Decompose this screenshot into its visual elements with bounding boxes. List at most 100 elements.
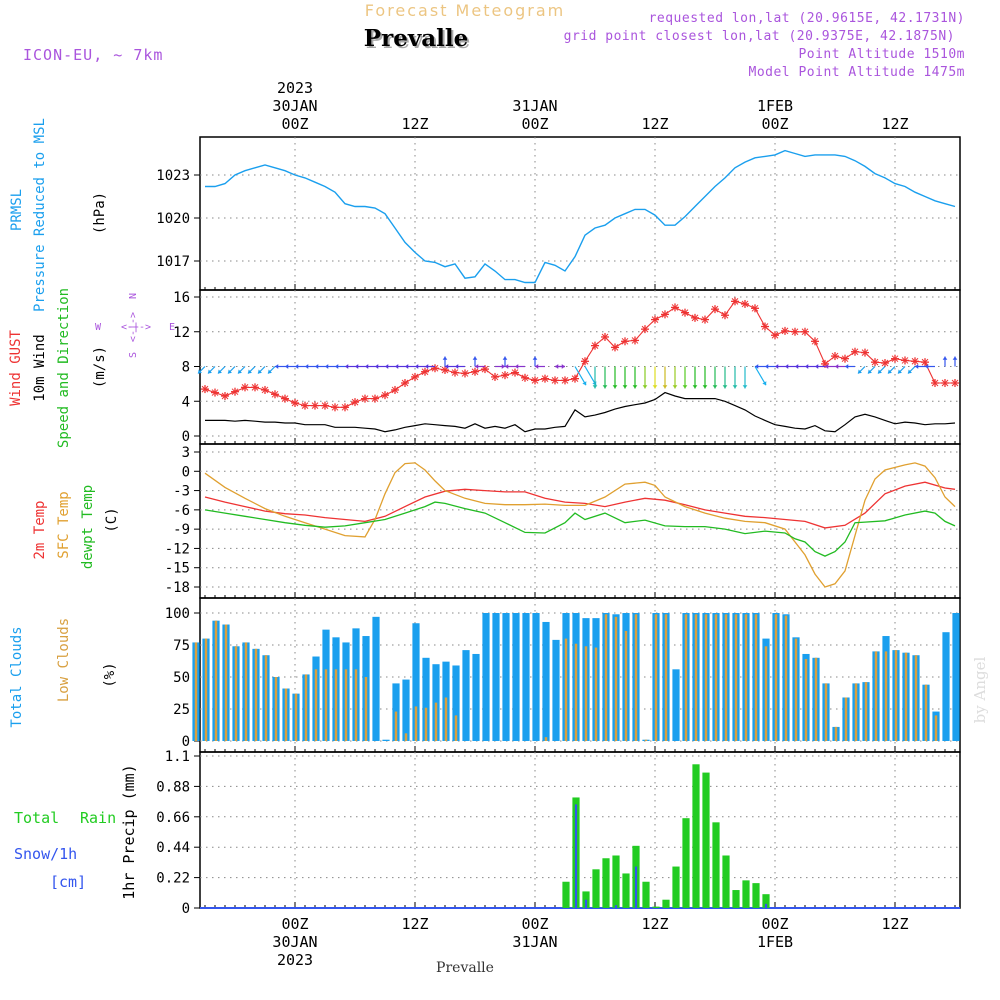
wind-arrow-head — [238, 369, 242, 374]
y-tick-label: 100 — [165, 606, 190, 622]
wind-arrow-head — [692, 385, 698, 389]
gust-marker-d2 — [631, 337, 639, 344]
series-prmsl-line — [205, 149, 956, 284]
bar-low-clouds — [654, 614, 658, 741]
wind-arrow-head — [555, 364, 559, 369]
wind-arrow-head — [642, 385, 648, 389]
gust-marker — [561, 376, 569, 385]
wind-arrow — [592, 366, 598, 389]
wind-arrow — [952, 356, 958, 367]
wind-arrow-head — [952, 356, 958, 360]
gust-marker — [881, 359, 889, 368]
gust-marker — [671, 303, 679, 312]
gust-marker-d2 — [411, 373, 419, 381]
wind-arrow-shaft — [584, 366, 597, 386]
y-tick-label: -6 — [173, 503, 190, 519]
gust-marker — [241, 383, 249, 392]
wind-arrow — [375, 364, 385, 369]
wind-arrow-head — [835, 364, 839, 369]
bar-low-clouds — [204, 638, 208, 741]
gust-marker — [681, 308, 689, 317]
gust-marker — [301, 401, 309, 410]
bar-rain — [652, 906, 660, 908]
label-10m-wind: 10m Wind — [32, 334, 48, 401]
gust-marker — [451, 368, 459, 377]
wind-arrow — [325, 364, 335, 369]
gust-marker-d2 — [401, 379, 409, 387]
wind-arrow-head — [845, 364, 849, 369]
bar-low-clouds — [794, 638, 798, 741]
gust-marker — [291, 398, 299, 407]
bar-low-clouds — [814, 657, 818, 741]
wind-arrow-head — [501, 364, 505, 369]
y-tick-label: 0.88 — [156, 779, 190, 795]
wind-arrow — [632, 366, 638, 389]
bar-total-clouds — [462, 650, 470, 741]
wind-arrow-head — [228, 369, 232, 374]
gust-marker-d2 — [831, 352, 839, 360]
model-point-altitude: Model Point Altitude 1475m — [749, 65, 966, 80]
bar-rain — [722, 855, 730, 908]
gust-marker-d2 — [621, 337, 629, 345]
time-axis-layer: 202330JAN00Z00Z30JAN202312Z12Z31JAN00Z00… — [272, 79, 908, 969]
gust-marker-d2 — [761, 323, 769, 330]
gust-marker-d2 — [391, 386, 399, 394]
bar-low-clouds — [404, 733, 408, 741]
wind-arrow-head — [475, 364, 479, 369]
series-t2m-line — [204, 481, 956, 529]
gust-marker — [361, 394, 369, 403]
label-2m-temp: 2m Temp — [32, 500, 48, 559]
gust-marker-d2 — [941, 379, 949, 387]
bar-low-clouds — [644, 739, 648, 741]
y-tick-label: 0.44 — [156, 840, 190, 856]
gust-marker-d2 — [351, 398, 359, 406]
bar-rain — [562, 881, 570, 908]
bar-low-clouds — [294, 693, 298, 741]
gust-marker-d2 — [731, 297, 739, 305]
bar-total-clouds — [382, 739, 390, 741]
gust-marker — [801, 327, 809, 336]
wind-arrow — [505, 364, 515, 369]
y-tick-label: 0.66 — [156, 810, 190, 826]
gust-marker — [411, 372, 419, 381]
wind-arrow-head — [868, 369, 872, 374]
y-tick-label: 50 — [173, 670, 190, 686]
wind-arrow — [355, 364, 365, 369]
time-label-bottom: 31JAN — [512, 933, 557, 951]
gust-marker-d2 — [721, 311, 729, 319]
wind-arrow-head — [295, 364, 299, 369]
bar-rain — [682, 818, 690, 908]
wind-arrow-head — [505, 364, 509, 369]
wind-arrow-head — [942, 356, 948, 360]
bar-low-clouds — [844, 697, 848, 741]
bar-low-clouds — [344, 669, 348, 741]
bar-snow — [584, 899, 588, 908]
wind-arrow — [535, 364, 545, 369]
gust-marker — [531, 376, 539, 385]
y-tick-label: 8 — [182, 360, 190, 376]
bar-low-clouds — [704, 614, 708, 741]
gust-marker — [281, 394, 289, 403]
wind-arrow-head — [198, 369, 202, 374]
time-label-top: 12Z — [881, 115, 908, 133]
gust-marker — [351, 398, 359, 407]
wind-arrow — [602, 366, 608, 389]
gust-marker-d2 — [841, 355, 849, 363]
bar-total-clouds — [502, 613, 510, 741]
wind-arrow-head — [532, 356, 538, 360]
wind-arrow — [532, 356, 538, 367]
time-label-bottom: 12Z — [881, 915, 908, 933]
bar-rain — [762, 894, 770, 908]
gust-marker-d2 — [331, 403, 339, 411]
gust-marker-d2 — [541, 375, 549, 383]
wind-arrow — [335, 364, 345, 369]
panel-2: -18 -15 -12 -9 -6 -3 0 3 — [165, 443, 961, 599]
gust-marker — [811, 337, 819, 346]
wind-arrow — [915, 364, 925, 369]
gust-marker-d2 — [801, 328, 809, 336]
label-rain: Rain — [80, 809, 116, 827]
bar-rain — [742, 880, 750, 908]
wind-arrow-head — [445, 364, 449, 369]
gust-marker-d2 — [311, 402, 319, 409]
gust-marker — [371, 394, 379, 403]
